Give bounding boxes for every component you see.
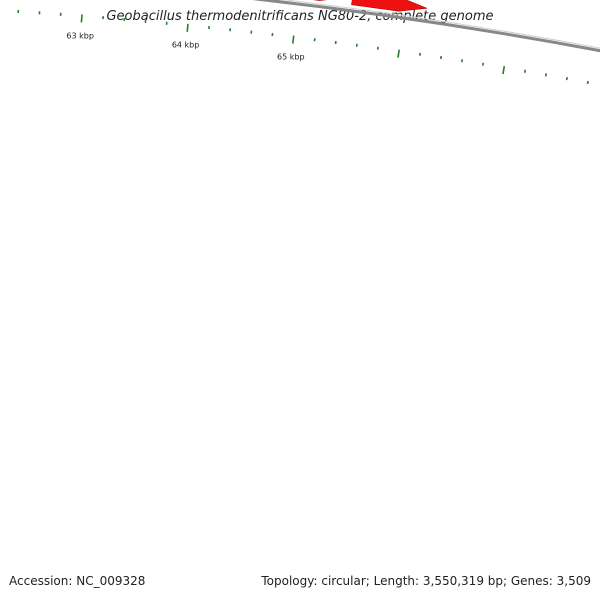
ruler-tick-mark: [186, 23, 189, 32]
ruler-tick-mark: [80, 14, 83, 23]
genome-summary-text: Topology: circular; Length: 3,550,319 bp…: [261, 574, 591, 588]
genome-title: Geobacillus thermodenitrificans NG80-2, …: [106, 9, 494, 24]
ruler-tick-mark: [586, 80, 589, 85]
ruler-tick-mark: [544, 73, 548, 77]
ruler-label: 63 kbp: [66, 31, 94, 40]
genome-backbone: [251, 0, 600, 53]
cds-arrow: [312, 0, 328, 1]
ruler-tick-mark: [397, 49, 400, 58]
backbone-line: [251, 0, 600, 53]
ruler-label: 65 kbp: [277, 52, 305, 61]
backbone-shadow: [282, 0, 600, 49]
accession-text: Accession: NC_009328: [9, 574, 146, 588]
ruler-tick-mark: [523, 69, 527, 73]
ruler-tick-mark: [565, 77, 568, 81]
cds-arrow: [351, 0, 428, 12]
gene-features: [312, 0, 428, 12]
tick-marks: [17, 9, 589, 85]
ruler-label: 64 kbp: [172, 41, 200, 50]
ruler-tick-mark: [502, 66, 506, 75]
ruler-tick-mark: [291, 35, 295, 44]
